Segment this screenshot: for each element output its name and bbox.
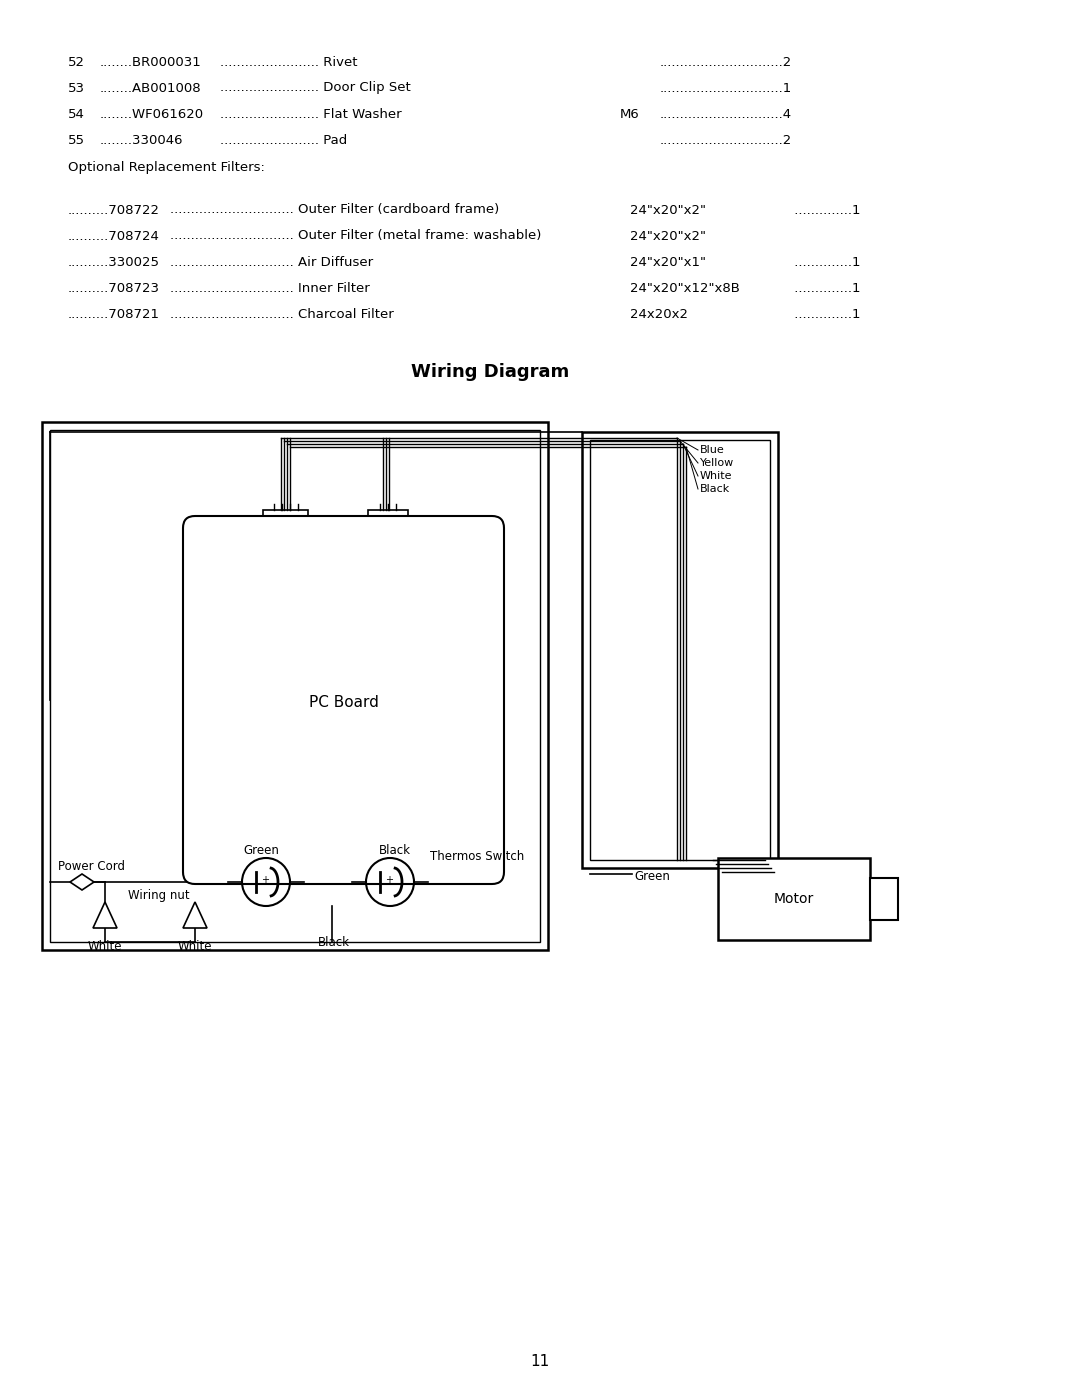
Text: ..............................2: ..............................2 bbox=[660, 134, 793, 147]
Text: ........................ Rivet: ........................ Rivet bbox=[220, 56, 357, 68]
Text: ........................ Flat Washer: ........................ Flat Washer bbox=[220, 108, 402, 120]
Text: ........................ Pad: ........................ Pad bbox=[220, 134, 348, 147]
Bar bbox=[870, 877, 897, 921]
Bar bbox=[590, 440, 770, 861]
Text: .............................. Outer Filter (metal frame: washable): .............................. Outer Fil… bbox=[170, 229, 541, 243]
Text: 24x20x2: 24x20x2 bbox=[630, 307, 688, 320]
Polygon shape bbox=[93, 902, 117, 928]
Text: 54: 54 bbox=[68, 108, 85, 120]
Text: ..........708722: ..........708722 bbox=[68, 204, 160, 217]
Text: ........BR000031: ........BR000031 bbox=[100, 56, 202, 68]
Text: 53: 53 bbox=[68, 81, 85, 95]
Text: Black: Black bbox=[318, 936, 350, 949]
Text: .............................. Air Diffuser: .............................. Air Diffu… bbox=[170, 256, 373, 268]
Text: ........AB001008: ........AB001008 bbox=[100, 81, 202, 95]
Text: ........WF061620: ........WF061620 bbox=[100, 108, 204, 120]
Bar bbox=[50, 430, 540, 942]
Text: PC Board: PC Board bbox=[309, 694, 379, 710]
Bar bbox=[368, 510, 408, 534]
Text: ........330046: ........330046 bbox=[100, 134, 184, 147]
Text: Thermos Switch: Thermos Switch bbox=[430, 849, 524, 862]
Text: ..............1: ..............1 bbox=[789, 307, 861, 320]
Text: .............................. Inner Filter: .............................. Inner Fil… bbox=[170, 282, 369, 295]
Bar bbox=[218, 564, 470, 840]
Bar bbox=[42, 422, 548, 950]
Text: 24"x20"x12"x8B: 24"x20"x12"x8B bbox=[630, 282, 740, 295]
Text: 24"x20"x1": 24"x20"x1" bbox=[630, 256, 706, 268]
Text: ..........708723: ..........708723 bbox=[68, 282, 160, 295]
Text: 24"x20"x2": 24"x20"x2" bbox=[630, 204, 706, 217]
Text: 55: 55 bbox=[68, 134, 85, 147]
Text: ........................ Door Clip Set: ........................ Door Clip Set bbox=[220, 81, 410, 95]
Text: ..........330025: ..........330025 bbox=[68, 256, 160, 268]
Text: Yellow: Yellow bbox=[700, 458, 734, 468]
Text: Green: Green bbox=[634, 870, 670, 883]
Text: ..............................1: ..............................1 bbox=[660, 81, 793, 95]
Text: White: White bbox=[87, 940, 122, 953]
Text: ..........708721: ..........708721 bbox=[68, 307, 160, 320]
Text: +: + bbox=[384, 875, 393, 886]
Text: Optional Replacement Filters:: Optional Replacement Filters: bbox=[68, 162, 265, 175]
Text: .............................. Charcoal Filter: .............................. Charcoal … bbox=[170, 307, 394, 320]
Text: ..............1: ..............1 bbox=[789, 204, 861, 217]
Text: 52: 52 bbox=[68, 56, 85, 68]
FancyBboxPatch shape bbox=[183, 515, 504, 884]
Text: Wiring Diagram: Wiring Diagram bbox=[410, 363, 569, 381]
Text: Wiring nut: Wiring nut bbox=[129, 890, 190, 902]
Text: +: + bbox=[261, 875, 269, 886]
Bar bbox=[264, 510, 308, 534]
Text: ..............................4: ..............................4 bbox=[660, 108, 792, 120]
Text: Black: Black bbox=[700, 483, 730, 495]
Text: White: White bbox=[178, 940, 213, 953]
Text: ..........708724: ..........708724 bbox=[68, 229, 160, 243]
Text: 24"x20"x2": 24"x20"x2" bbox=[630, 229, 706, 243]
Text: ..............1: ..............1 bbox=[789, 282, 861, 295]
Text: Power Cord: Power Cord bbox=[58, 859, 125, 873]
Bar bbox=[582, 432, 778, 868]
Text: .............................. Outer Filter (cardboard frame): .............................. Outer Fil… bbox=[170, 204, 499, 217]
Text: Green: Green bbox=[243, 844, 279, 856]
Text: M6: M6 bbox=[620, 108, 639, 120]
Text: Blue: Blue bbox=[700, 446, 725, 455]
Bar bbox=[718, 858, 870, 940]
Text: 11: 11 bbox=[530, 1355, 550, 1369]
Text: Black: Black bbox=[379, 844, 411, 856]
Text: White: White bbox=[700, 471, 732, 481]
Text: ..............................2: ..............................2 bbox=[660, 56, 793, 68]
Text: ..............1: ..............1 bbox=[789, 256, 861, 268]
Polygon shape bbox=[183, 902, 207, 928]
Text: Motor: Motor bbox=[774, 893, 814, 907]
